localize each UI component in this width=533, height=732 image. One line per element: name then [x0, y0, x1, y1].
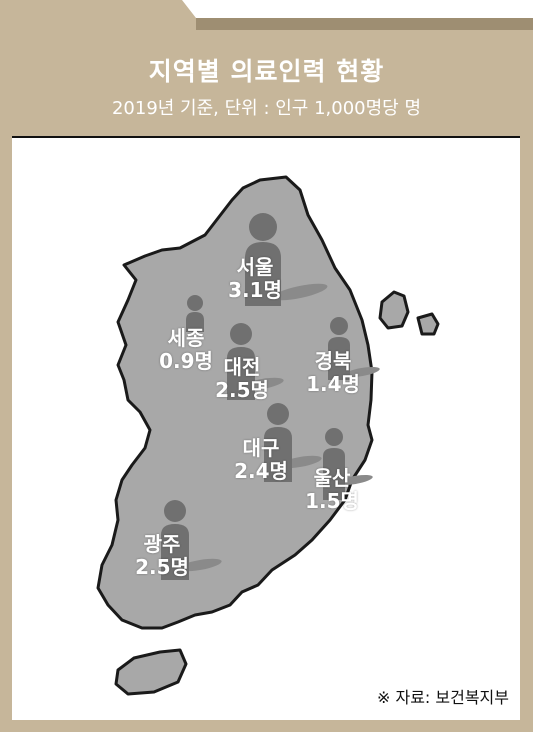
gwangju-label: 광주 2.5명 [117, 533, 207, 579]
region-name: 세종 [167, 326, 205, 350]
seoul-label: 서울 3.1명 [210, 256, 300, 302]
daegu-label: 대구 2.4명 [216, 437, 306, 483]
region-value: 3.1명 [228, 278, 282, 302]
header: 지역별 의료인력 현황 2019년 기준, 단위 : 인구 1,000명당 명 [0, 32, 533, 132]
gyeongbuk-label: 경북 1.4명 [288, 350, 378, 396]
daejeon-label: 대전 2.5명 [197, 356, 287, 402]
region-value: 1.5명 [305, 489, 359, 513]
page-subtitle: 2019년 기준, 단위 : 인구 1,000명당 명 [111, 98, 422, 119]
gyeongbuk-person-icon [328, 317, 380, 380]
daegu-person-icon [264, 403, 322, 482]
region-value: 2.5명 [215, 378, 269, 402]
region-value: 1.4명 [306, 372, 360, 396]
region-name: 대전 [223, 355, 261, 379]
daejeon-person-icon [227, 323, 284, 400]
dokdo-island [416, 312, 440, 336]
ulleungdo-island [378, 290, 410, 330]
page-title: 지역별 의료인력 현황 [148, 57, 385, 86]
sejong-person-icon [186, 295, 204, 332]
seoul-person-icon [245, 213, 328, 306]
region-name: 경북 [314, 349, 352, 373]
gwangju-person-icon [161, 500, 222, 580]
source-note: ※ 자료: 보건복지부 [376, 688, 509, 707]
region-name: 울산 [313, 466, 351, 490]
region-value: 2.4명 [234, 459, 288, 483]
region-name: 광주 [143, 532, 181, 556]
ulsan-person-icon [323, 428, 373, 500]
jeju-island [114, 648, 188, 696]
region-value: 0.9명 [159, 349, 213, 373]
ulsan-label: 울산 1.5명 [287, 467, 377, 513]
region-value: 2.5명 [135, 555, 189, 579]
sejong-label: 세종 0.9명 [141, 327, 231, 373]
region-name: 대구 [242, 436, 280, 460]
region-name: 서울 [236, 255, 274, 279]
